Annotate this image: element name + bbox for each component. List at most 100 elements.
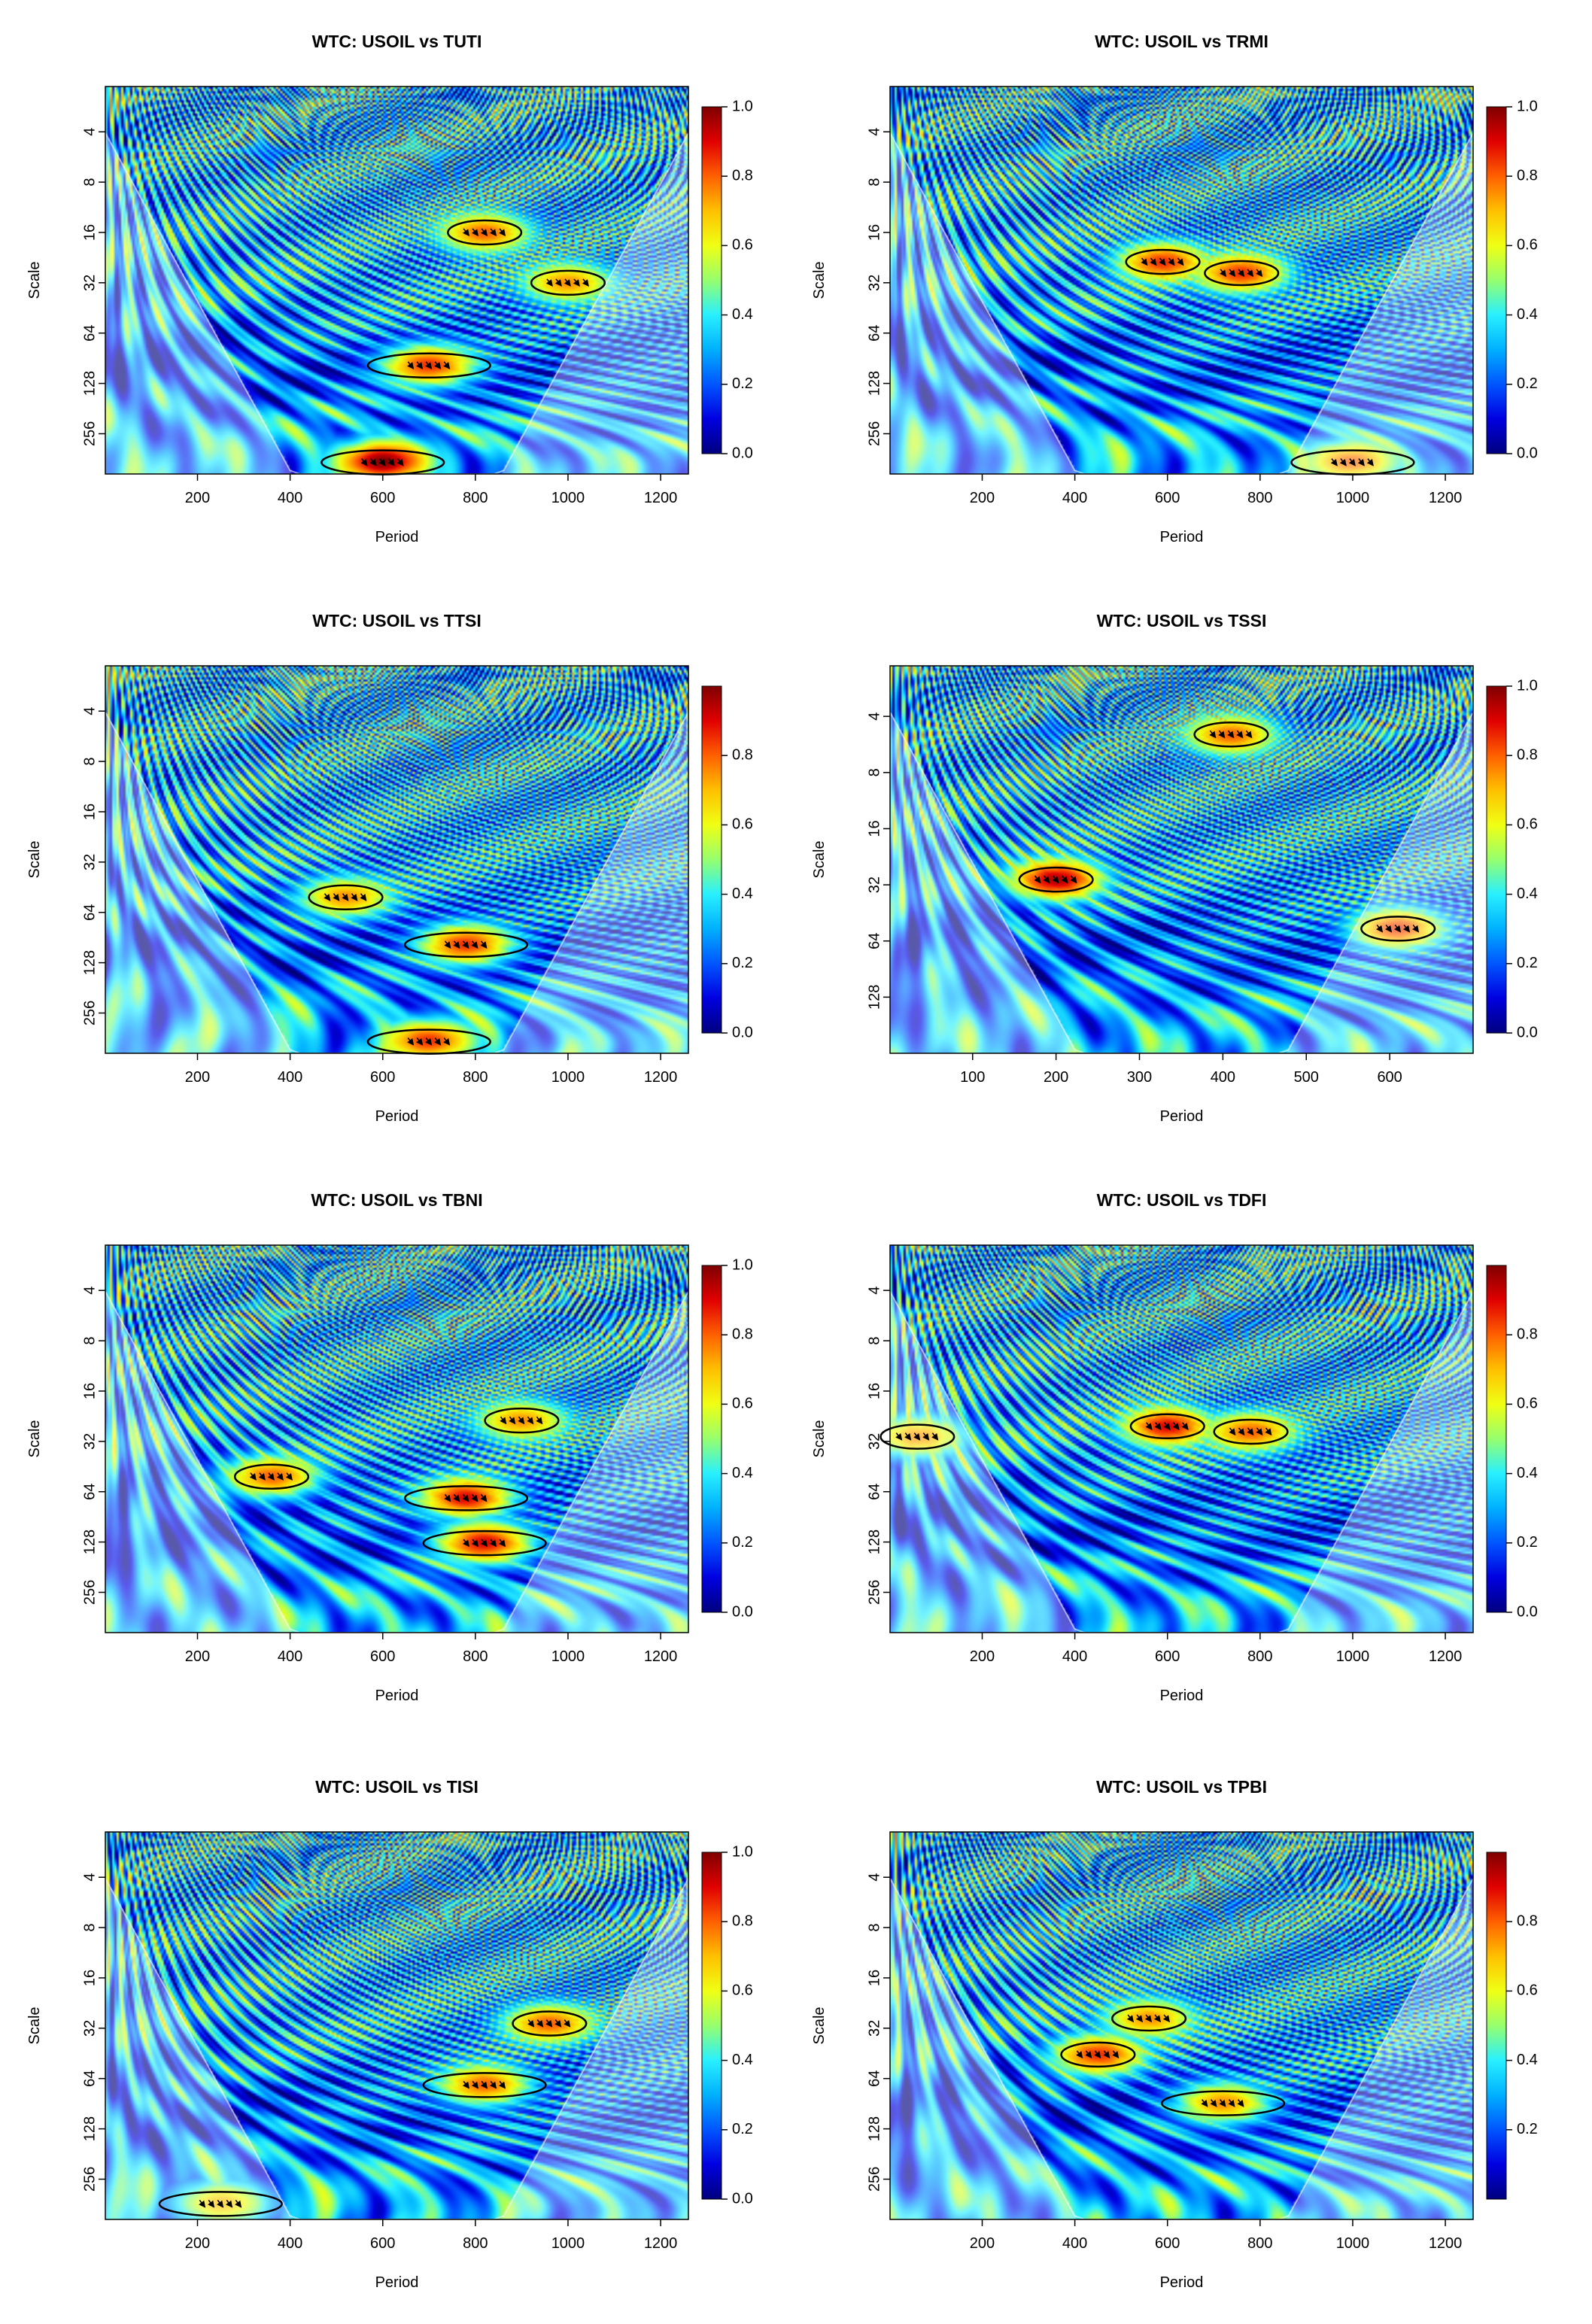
- plot-frame: [105, 1244, 689, 1633]
- phase-arrow: [226, 2199, 233, 2208]
- y-tick-label: 256: [81, 1580, 98, 1605]
- x-tick-label: 600: [1155, 2235, 1180, 2252]
- phase-arrow: [895, 1432, 903, 1441]
- phase-arrow: [258, 1472, 266, 1481]
- phase-arrow: [498, 2080, 506, 2089]
- colorbar-tick-label: 0.0: [732, 1603, 753, 1620]
- phase-arrow: [545, 278, 553, 287]
- phase-arrow: [564, 278, 571, 287]
- colorbar-tick-label: 0.8: [1517, 746, 1538, 763]
- x-tick-label: 1200: [644, 490, 678, 506]
- colorbar-tick-label: 1.0: [732, 1843, 753, 1860]
- colorbar-tick-label: 0.8: [732, 167, 753, 184]
- significance-contour: [447, 219, 523, 246]
- x-tick-label: 1000: [1336, 1648, 1370, 1665]
- x-tick-label: 200: [185, 1069, 210, 1086]
- phase-arrow: [1135, 2014, 1144, 2023]
- y-tick-label: 256: [866, 1580, 883, 1605]
- phase-arrow: [1238, 269, 1245, 278]
- x-tick-label: 200: [970, 2235, 995, 2252]
- coherence-heatmap: [890, 1245, 1473, 1633]
- colorbar-tick-label: 0.4: [1517, 306, 1538, 323]
- phase-arrow: [554, 2019, 562, 2028]
- phase-arrow: [1348, 458, 1356, 466]
- phase-arrow: [1229, 1427, 1236, 1436]
- x-axis-label: Period: [375, 1108, 419, 1125]
- colorbar-tick-label: 0.8: [1517, 167, 1538, 184]
- wtc-panel: WTC: USOIL vs TRMI 200 400 600 800 1000 1200 Pe…: [811, 32, 1538, 545]
- colorbar-tick-label: 0.8: [732, 1912, 753, 1929]
- phase-arrow: [1357, 458, 1365, 466]
- colorbar-tick-label: 1.0: [732, 1256, 753, 1273]
- chart-title: WTC: USOIL vs TTSI: [312, 611, 481, 630]
- coherence-heatmap: [105, 1245, 688, 1633]
- colorbar: [1486, 685, 1507, 1034]
- coherence-heatmap: [105, 1832, 688, 2219]
- y-tick-label: 4: [866, 1287, 883, 1295]
- y-tick-label: 128: [81, 2116, 98, 2141]
- y-tick-label: 256: [81, 421, 98, 446]
- y-tick-label: 64: [81, 2070, 98, 2087]
- y-tick-label: 64: [81, 904, 98, 921]
- phase-arrow: [1376, 924, 1384, 933]
- phase-arrow: [1209, 730, 1217, 739]
- y-tick-label: 64: [866, 1484, 883, 1500]
- phase-arrow: [1163, 1422, 1171, 1430]
- phase-arrow: [1385, 924, 1393, 933]
- significance-contour: [530, 269, 606, 296]
- phase-arrow: [1052, 875, 1059, 884]
- y-axis-label: Scale: [26, 1420, 43, 1457]
- y-tick-label: 16: [81, 1970, 98, 1986]
- x-tick-label: 1200: [1429, 2235, 1463, 2252]
- phase-arrow: [471, 228, 479, 237]
- phase-arrow: [396, 458, 404, 466]
- phase-arrow: [425, 361, 433, 369]
- phase-arrow: [1070, 875, 1077, 884]
- significance-contour: [512, 2010, 588, 2037]
- phase-arrow: [235, 2199, 242, 2208]
- x-axis-label: Period: [375, 1688, 419, 1704]
- colorbar-tick-label: 0.6: [732, 1396, 753, 1412]
- y-tick-label: 128: [81, 1530, 98, 1554]
- x-tick-label: 600: [370, 1648, 395, 1665]
- plot-frame: [105, 86, 689, 475]
- y-tick-label: 32: [81, 2020, 98, 2037]
- phase-arrow: [1103, 2050, 1110, 2059]
- y-tick-label: 8: [81, 1924, 98, 1932]
- y-tick-label: 32: [866, 1433, 883, 1450]
- y-tick-label: 16: [81, 1383, 98, 1399]
- phase-arrow: [208, 2199, 215, 2208]
- phase-arrow: [489, 1539, 497, 1548]
- phase-arrow: [498, 1539, 506, 1548]
- y-tick-label: 256: [866, 421, 883, 446]
- phase-arrow: [324, 893, 331, 901]
- x-tick-label: 600: [1155, 1648, 1180, 1665]
- x-tick-label: 100: [960, 1069, 985, 1086]
- x-tick-label: 600: [370, 2235, 395, 2252]
- phase-arrow: [407, 361, 415, 369]
- x-tick-label: 400: [278, 1069, 302, 1086]
- phase-arrow: [1330, 458, 1338, 466]
- significance-contour: [1125, 248, 1201, 275]
- colorbar-tick-label: 0.6: [732, 237, 753, 254]
- x-tick-label: 800: [1247, 2235, 1272, 2252]
- phase-arrow: [416, 1037, 424, 1046]
- phase-arrow: [1076, 2050, 1083, 2059]
- phase-arrow: [1403, 924, 1411, 933]
- x-tick-label: 500: [1294, 1069, 1319, 1086]
- chart-title: WTC: USOIL vs TPBI: [1096, 1777, 1267, 1797]
- phase-arrow: [453, 940, 460, 949]
- x-axis-label: Period: [1160, 529, 1204, 545]
- colorbar-tick-label: 0.0: [732, 445, 753, 461]
- phase-arrow: [1150, 257, 1157, 266]
- y-tick-label: 64: [866, 933, 883, 949]
- colorbar-tick-label: 0.6: [1517, 1982, 1538, 1999]
- x-tick-label: 1000: [551, 1069, 585, 1086]
- phase-arrow: [378, 458, 386, 466]
- phase-arrow: [462, 1493, 469, 1502]
- colorbar-tick-label: 0.4: [732, 1465, 753, 1481]
- plot-frame: [105, 1831, 689, 2220]
- significance-contour: [1018, 866, 1094, 893]
- wtc-panel: WTC: USOIL vs TPBI 200 400 600 800 1000 1200 Pe…: [811, 1777, 1538, 2291]
- significance-contour: [158, 2191, 283, 2217]
